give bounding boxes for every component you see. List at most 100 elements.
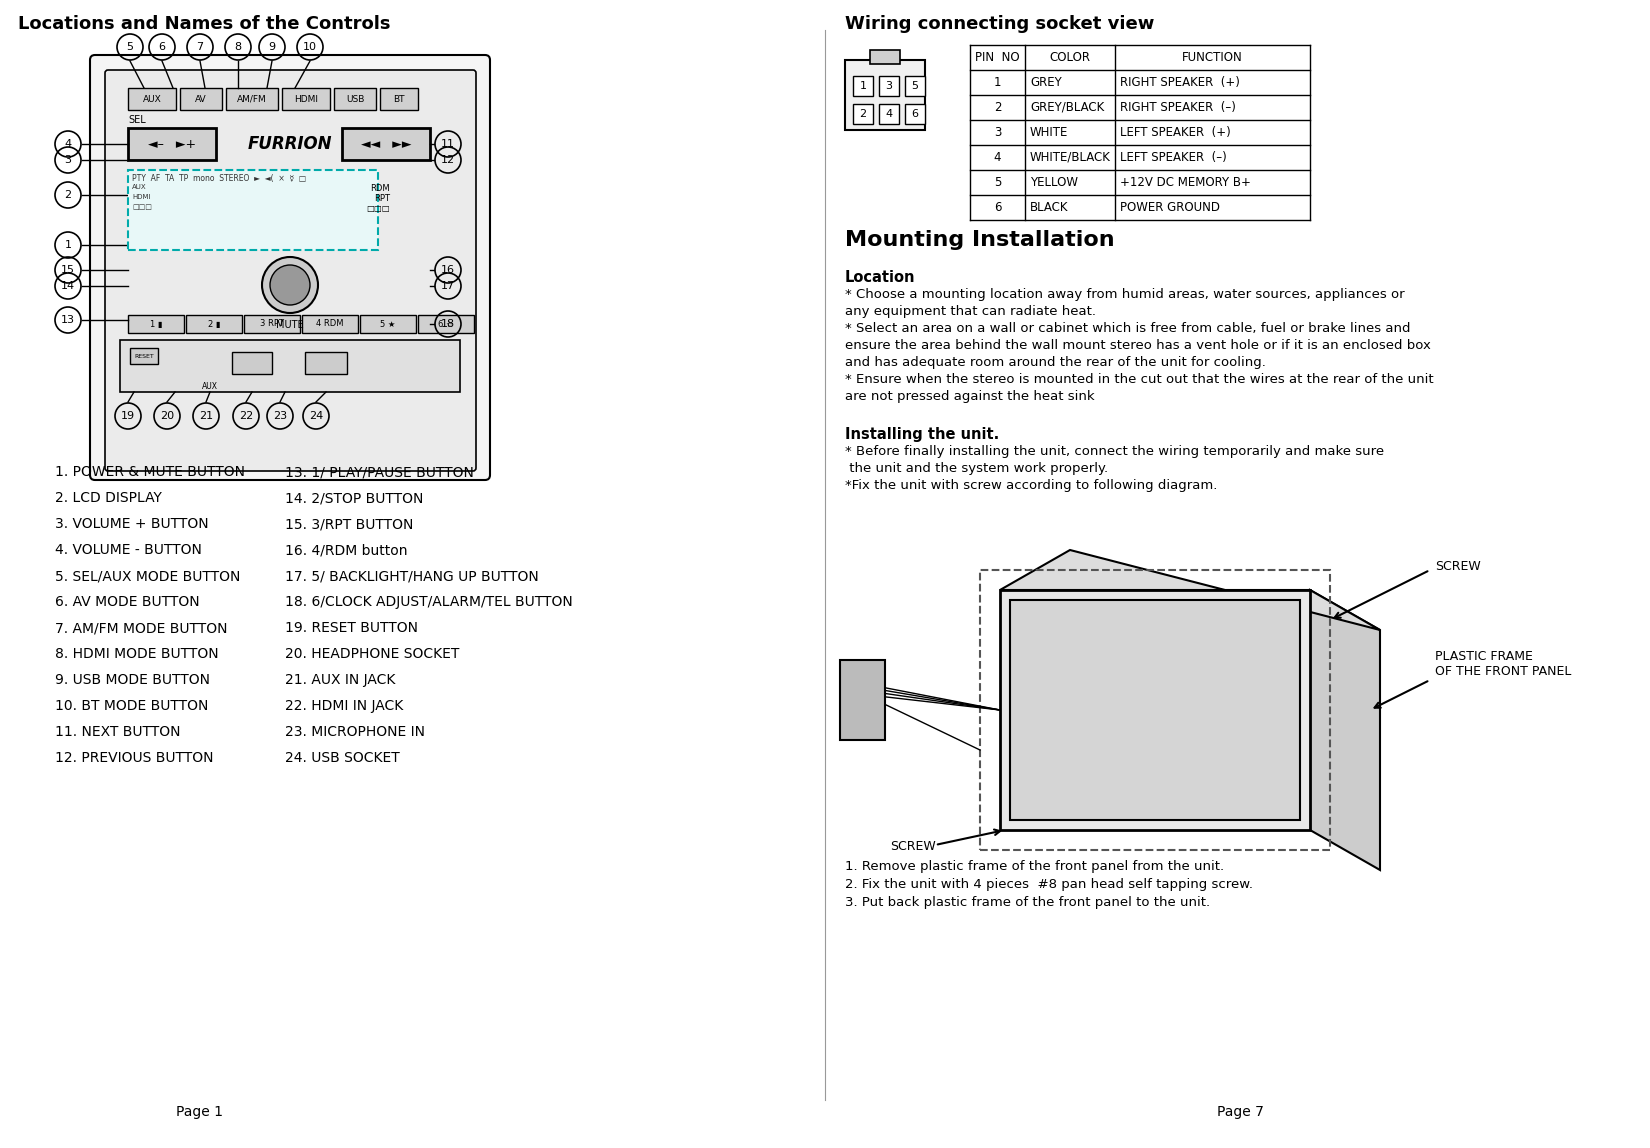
Text: 3 RPT: 3 RPT <box>261 319 284 328</box>
Text: 24: 24 <box>309 411 323 421</box>
Text: 3: 3 <box>993 126 1002 139</box>
Text: 1: 1 <box>860 82 866 91</box>
Bar <box>904 104 926 124</box>
Text: 24. USB SOCKET: 24. USB SOCKET <box>285 751 399 765</box>
Text: 2 ▮: 2 ▮ <box>208 319 219 328</box>
Text: 1. Remove plastic frame of the front panel from the unit.: 1. Remove plastic frame of the front pan… <box>845 860 1224 872</box>
Bar <box>305 352 346 374</box>
Text: SCREW: SCREW <box>1436 560 1480 573</box>
Text: 22. HDMI IN JACK: 22. HDMI IN JACK <box>285 699 403 713</box>
Polygon shape <box>1310 590 1379 870</box>
Text: * Choose a mounting location away from humid areas, water sources, appliances or: * Choose a mounting location away from h… <box>845 288 1404 301</box>
Text: 23. MICROPHONE IN: 23. MICROPHONE IN <box>285 726 426 739</box>
Text: 2: 2 <box>860 109 866 119</box>
Bar <box>246 188 261 208</box>
Text: ensure the area behind the wall mount stereo has a vent hole or if it is an encl: ensure the area behind the wall mount st… <box>845 339 1431 352</box>
Text: 11. NEXT BUTTON: 11. NEXT BUTTON <box>54 726 180 739</box>
Circle shape <box>271 265 310 305</box>
Text: POWER GROUND: POWER GROUND <box>1120 201 1219 214</box>
Text: 21. AUX IN JACK: 21. AUX IN JACK <box>285 673 396 687</box>
Text: 18. 6/CLOCK ADJUST/ALARM/TEL BUTTON: 18. 6/CLOCK ADJUST/ALARM/TEL BUTTON <box>285 595 573 608</box>
Text: any equipment that can radiate heat.: any equipment that can radiate heat. <box>845 305 1096 318</box>
Text: 20: 20 <box>160 411 173 421</box>
Bar <box>282 88 330 110</box>
Text: 16: 16 <box>441 265 455 276</box>
Text: LEFT SPEAKER  (+): LEFT SPEAKER (+) <box>1120 126 1231 139</box>
Bar <box>417 315 474 333</box>
Bar <box>180 88 223 110</box>
Text: HDMI: HDMI <box>294 94 318 103</box>
Bar <box>360 315 416 333</box>
Bar <box>845 60 926 130</box>
Bar <box>198 188 211 208</box>
Text: 4: 4 <box>993 152 1002 164</box>
Bar <box>129 127 216 160</box>
Text: BT: BT <box>393 94 404 103</box>
Text: HDMI: HDMI <box>132 194 150 200</box>
Text: 15. 3/RPT BUTTON: 15. 3/RPT BUTTON <box>285 517 414 532</box>
Text: USB: USB <box>346 94 365 103</box>
Text: 2. LCD DISPLAY: 2. LCD DISPLAY <box>54 491 162 505</box>
Text: 12: 12 <box>441 155 455 165</box>
Bar <box>233 352 272 374</box>
Text: 8: 8 <box>234 42 241 52</box>
Bar <box>244 315 300 333</box>
Bar <box>302 315 358 333</box>
Text: SEL: SEL <box>129 115 145 125</box>
Text: PTY  AF  TA  TP  mono  STEREO  ►  ◄(  ×  ☿  □: PTY AF TA TP mono STEREO ► ◄( × ☿ □ <box>132 174 307 183</box>
Text: FURRION: FURRION <box>248 135 332 153</box>
Text: RPT: RPT <box>375 194 389 203</box>
Bar <box>333 88 376 110</box>
Text: 9: 9 <box>269 42 276 52</box>
Text: 22: 22 <box>239 411 252 421</box>
Text: 14: 14 <box>61 281 74 290</box>
Text: 3. Put back plastic frame of the front panel to the unit.: 3. Put back plastic frame of the front p… <box>845 895 1209 909</box>
Bar <box>150 188 163 208</box>
Text: 5 ★: 5 ★ <box>380 319 396 328</box>
Text: Page 7: Page 7 <box>1216 1106 1264 1119</box>
Bar <box>186 315 243 333</box>
Text: 16. 4/RDM button: 16. 4/RDM button <box>285 543 408 557</box>
Text: Installing the unit.: Installing the unit. <box>845 427 1000 442</box>
Text: 4: 4 <box>64 139 71 149</box>
Text: 6 ☆: 6 ☆ <box>439 319 454 328</box>
Text: WHITE/BLACK: WHITE/BLACK <box>1030 152 1110 164</box>
Text: 13. 1/ PLAY/PAUSE BUTTON: 13. 1/ PLAY/PAUSE BUTTON <box>285 465 474 479</box>
Text: 3: 3 <box>886 82 893 91</box>
Text: 3: 3 <box>64 155 71 165</box>
Text: □□□: □□□ <box>132 204 152 210</box>
Text: 18: 18 <box>441 319 455 329</box>
Bar <box>129 315 185 333</box>
Text: Locations and Names of the Controls: Locations and Names of the Controls <box>18 15 391 33</box>
Text: GREY: GREY <box>1030 76 1061 90</box>
Text: 6: 6 <box>993 201 1002 214</box>
Text: 2. Fix the unit with 4 pieces  #8 pan head self tapping screw.: 2. Fix the unit with 4 pieces #8 pan hea… <box>845 878 1252 891</box>
Text: Wiring connecting socket view: Wiring connecting socket view <box>845 15 1155 33</box>
Bar <box>182 188 196 208</box>
Text: the unit and the system work properly.: the unit and the system work properly. <box>845 461 1109 475</box>
Text: 1: 1 <box>993 76 1002 90</box>
Text: 19. RESET BUTTON: 19. RESET BUTTON <box>285 621 417 635</box>
Text: 10. BT MODE BUTTON: 10. BT MODE BUTTON <box>54 699 208 713</box>
Bar <box>853 104 873 124</box>
Text: □□□: □□□ <box>366 204 389 214</box>
Text: 6. AV MODE BUTTON: 6. AV MODE BUTTON <box>54 595 200 608</box>
Text: 17. 5/ BACKLIGHT/HANG UP BUTTON: 17. 5/ BACKLIGHT/HANG UP BUTTON <box>285 569 540 583</box>
Text: PLASTIC FRAME: PLASTIC FRAME <box>1436 650 1533 664</box>
FancyBboxPatch shape <box>91 55 490 480</box>
Text: 5: 5 <box>127 42 134 52</box>
Bar <box>226 88 277 110</box>
Text: 4. VOLUME - BUTTON: 4. VOLUME - BUTTON <box>54 543 201 557</box>
Text: Mounting Installation: Mounting Installation <box>845 230 1115 250</box>
Text: Location: Location <box>845 270 916 285</box>
Bar <box>1000 590 1310 830</box>
Bar <box>879 104 899 124</box>
Text: * Select an area on a wall or cabinet which is free from cable, fuel or brake li: * Select an area on a wall or cabinet wh… <box>845 321 1411 335</box>
Text: LEFT SPEAKER  (–): LEFT SPEAKER (–) <box>1120 152 1226 164</box>
Text: 1 ▮: 1 ▮ <box>150 319 162 328</box>
Text: 14. 2/STOP BUTTON: 14. 2/STOP BUTTON <box>285 491 424 505</box>
Bar <box>262 188 276 208</box>
Text: 5: 5 <box>993 176 1002 189</box>
Text: 6: 6 <box>158 42 165 52</box>
Text: OF THE FRONT PANEL: OF THE FRONT PANEL <box>1436 665 1571 678</box>
